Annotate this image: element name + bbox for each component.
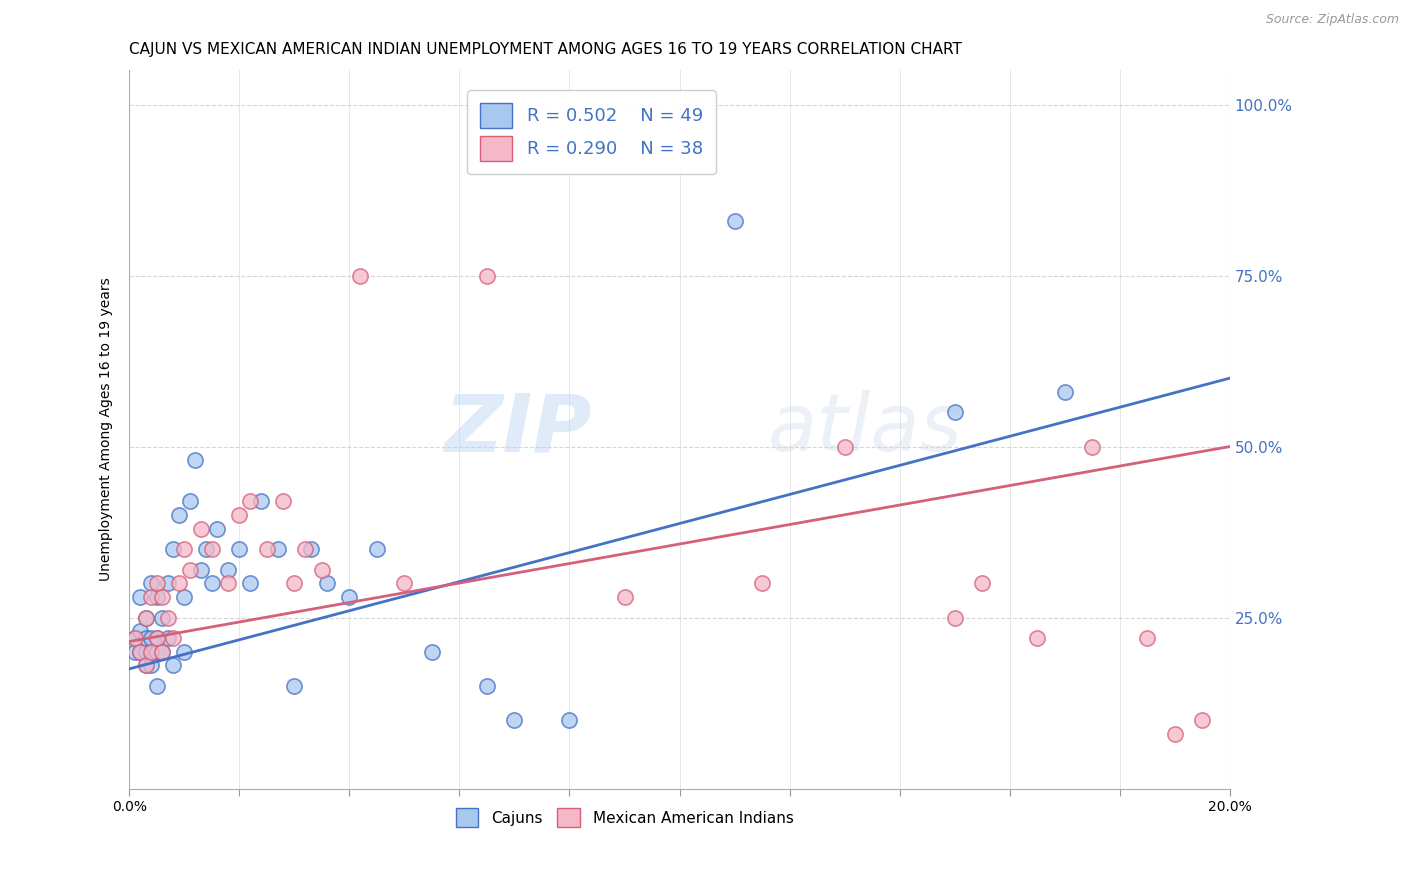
Point <box>150 645 173 659</box>
Point <box>420 645 443 659</box>
Point <box>239 494 262 508</box>
Point <box>146 631 169 645</box>
Point <box>146 590 169 604</box>
Point <box>316 576 339 591</box>
Text: Source: ZipAtlas.com: Source: ZipAtlas.com <box>1265 13 1399 27</box>
Point <box>366 542 388 557</box>
Point <box>256 542 278 557</box>
Point <box>162 658 184 673</box>
Point <box>135 610 157 624</box>
Point <box>834 440 856 454</box>
Point <box>239 576 262 591</box>
Point <box>156 576 179 591</box>
Point <box>751 576 773 591</box>
Point <box>299 542 322 557</box>
Point <box>129 645 152 659</box>
Text: atlas: atlas <box>768 391 962 468</box>
Point <box>394 576 416 591</box>
Point <box>1136 631 1159 645</box>
Point <box>167 576 190 591</box>
Point <box>184 453 207 467</box>
Point <box>195 542 218 557</box>
Point <box>146 679 169 693</box>
Point <box>283 576 305 591</box>
Point <box>273 494 295 508</box>
Point <box>503 713 526 727</box>
Point <box>141 645 163 659</box>
Point <box>217 576 239 591</box>
Point <box>1081 440 1104 454</box>
Point <box>228 542 250 557</box>
Point <box>558 713 581 727</box>
Point <box>207 522 229 536</box>
Text: ZIP: ZIP <box>444 391 592 468</box>
Point <box>613 590 636 604</box>
Point <box>141 631 163 645</box>
Point <box>124 645 146 659</box>
Point <box>1026 631 1049 645</box>
Point <box>135 610 157 624</box>
Point <box>124 631 146 645</box>
Point <box>129 645 152 659</box>
Point <box>129 624 152 639</box>
Point <box>141 576 163 591</box>
Point <box>141 658 163 673</box>
Point <box>311 563 333 577</box>
Point <box>267 542 290 557</box>
Point <box>179 563 201 577</box>
Point <box>146 645 169 659</box>
Point <box>179 494 201 508</box>
Point <box>201 542 224 557</box>
Point <box>135 658 157 673</box>
Point <box>141 645 163 659</box>
Legend: Cajuns, Mexican American Indians: Cajuns, Mexican American Indians <box>449 801 801 835</box>
Point <box>228 508 250 522</box>
Point <box>349 268 371 283</box>
Point <box>201 576 224 591</box>
Point <box>972 576 994 591</box>
Point <box>146 576 169 591</box>
Point <box>943 610 966 624</box>
Point <box>1163 727 1185 741</box>
Point <box>943 405 966 419</box>
Point <box>124 631 146 645</box>
Point <box>723 214 745 228</box>
Y-axis label: Unemployment Among Ages 16 to 19 years: Unemployment Among Ages 16 to 19 years <box>100 277 114 582</box>
Point <box>339 590 361 604</box>
Point <box>156 631 179 645</box>
Text: CAJUN VS MEXICAN AMERICAN INDIAN UNEMPLOYMENT AMONG AGES 16 TO 19 YEARS CORRELAT: CAJUN VS MEXICAN AMERICAN INDIAN UNEMPLO… <box>129 42 962 57</box>
Point <box>156 610 179 624</box>
Point <box>162 542 184 557</box>
Point <box>217 563 239 577</box>
Point <box>173 645 195 659</box>
Point <box>150 610 173 624</box>
Point <box>135 631 157 645</box>
Point <box>141 590 163 604</box>
Point <box>475 679 498 693</box>
Point <box>167 508 190 522</box>
Point <box>129 590 152 604</box>
Point <box>135 658 157 673</box>
Point <box>135 645 157 659</box>
Point <box>250 494 273 508</box>
Point <box>1191 713 1213 727</box>
Point <box>150 645 173 659</box>
Point <box>150 590 173 604</box>
Point <box>475 268 498 283</box>
Point <box>283 679 305 693</box>
Point <box>173 590 195 604</box>
Point <box>162 631 184 645</box>
Point <box>190 522 212 536</box>
Point <box>294 542 316 557</box>
Point <box>1053 384 1076 399</box>
Point <box>173 542 195 557</box>
Point <box>146 631 169 645</box>
Point <box>190 563 212 577</box>
